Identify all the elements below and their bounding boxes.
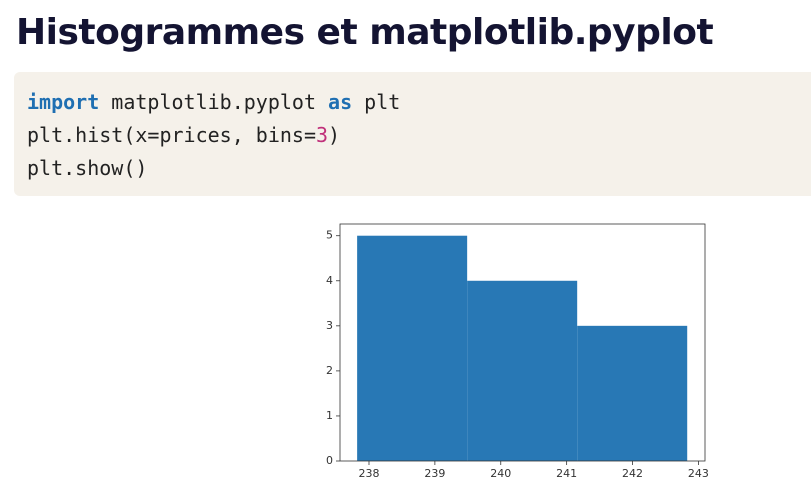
x-tick-label: 243 (688, 467, 709, 480)
axes-frame (339, 223, 706, 462)
code-line: import matplotlib.pyplot as plt (27, 86, 811, 119)
y-tick-label: 5 (326, 229, 333, 242)
x-tick-label: 242 (622, 467, 643, 480)
code-token: import (27, 90, 100, 114)
x-tick-label: 239 (424, 467, 445, 480)
y-tick-label: 1 (326, 409, 333, 422)
code-token: plt.show() (27, 156, 148, 180)
code-token: as (328, 90, 353, 114)
x-tick-label: 238 (358, 467, 379, 480)
y-tick-label: 4 (326, 274, 333, 287)
code-token: 3 (315, 123, 329, 147)
bar (467, 280, 578, 461)
code-token: plt (352, 90, 401, 114)
code-line: plt.hist(x=prices, bins=3) (27, 119, 811, 152)
bar (577, 325, 688, 461)
y-tick-label: 2 (326, 364, 333, 377)
code-block: import matplotlib.pyplot as plt plt.hist(… (14, 72, 811, 196)
code-line: plt.show() (27, 152, 811, 185)
y-tick-label: 0 (326, 454, 333, 467)
title: Histogrammes et matplotlib.pyplot (16, 12, 714, 53)
x-tick-label: 240 (490, 467, 511, 480)
code-token: ) (328, 123, 341, 147)
x-tick-label: 241 (556, 467, 577, 480)
code-token: matplotlib.pyplot (99, 90, 329, 114)
y-tick-label: 3 (326, 319, 333, 332)
code-token: plt.hist(x=prices, bins= (27, 123, 316, 147)
bar (357, 235, 468, 461)
